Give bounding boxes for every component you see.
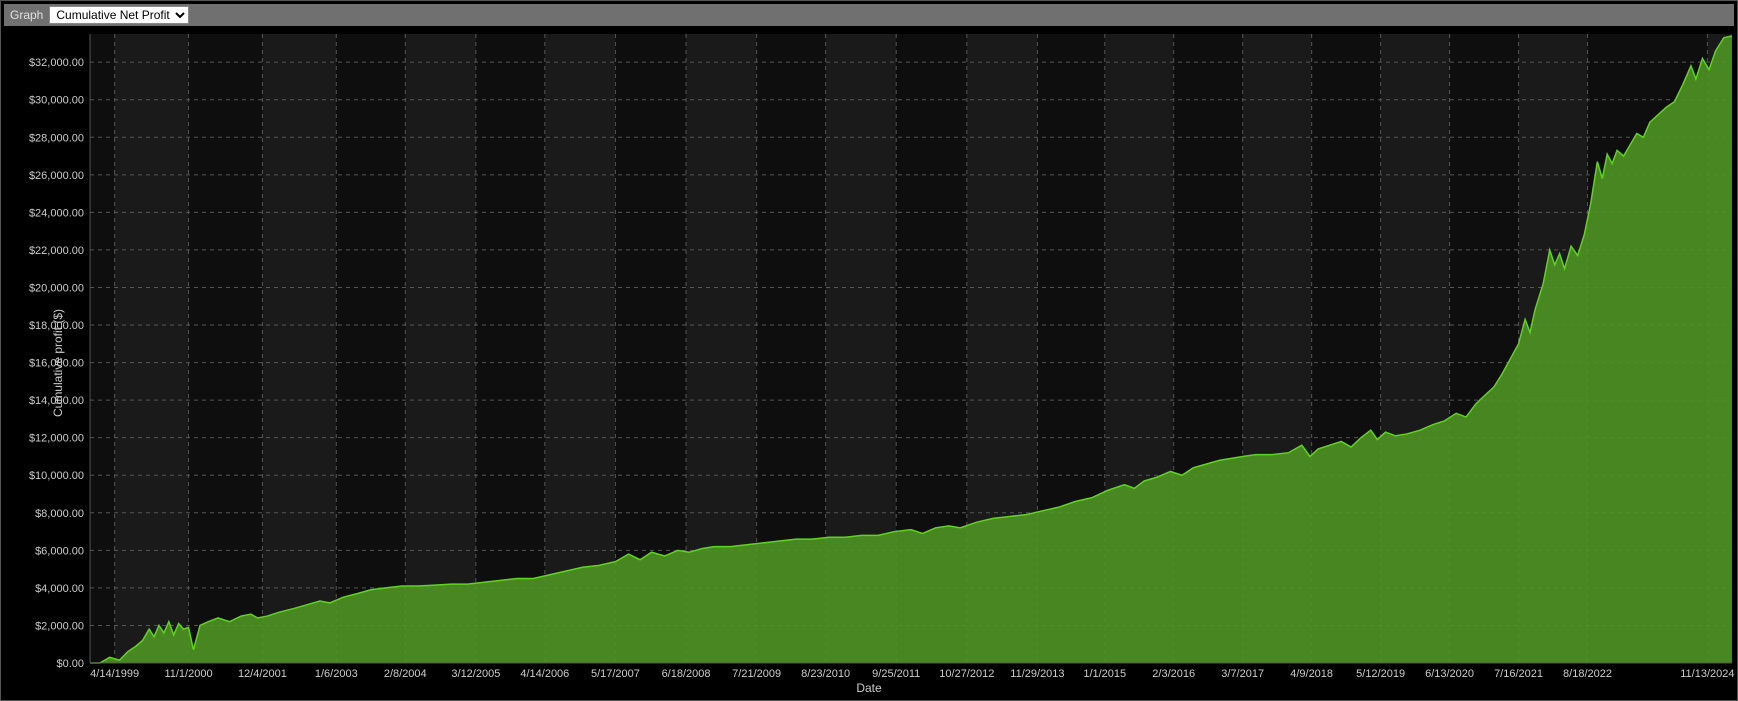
y-tick-label: $4,000.00 [35, 583, 84, 595]
chart-container: Cumulative profit ($) Date $0.00 $2,000.0… [4, 28, 1734, 697]
x-tick-label: 5/12/2019 [1356, 668, 1405, 680]
y-tick-label: $20,000.00 [29, 282, 84, 294]
y-tick-label: $26,000.00 [29, 170, 84, 182]
x-tick-label: 4/9/2018 [1290, 668, 1333, 680]
x-tick-label: 2/3/2016 [1152, 668, 1195, 680]
y-tick-label: $30,000.00 [29, 95, 84, 107]
x-tick-label: 4/14/2006 [520, 668, 569, 680]
x-tick-label: 1/1/2015 [1083, 668, 1126, 680]
x-tick-label: 3/7/2017 [1221, 668, 1264, 680]
y-tick-label: $6,000.00 [35, 545, 84, 557]
profit-area-chart: $0.00 $2,000.00 $4,000.00 $6,000.00 $8,000.0… [4, 28, 1736, 699]
x-tick-label: 3/12/2005 [451, 668, 500, 680]
y-tick-label: $8,000.00 [35, 508, 84, 520]
x-tick-label: 8/23/2010 [801, 668, 850, 680]
x-tick-label: 7/16/2021 [1494, 668, 1543, 680]
x-tick-label: 1/6/2003 [315, 668, 358, 680]
y-tick-label: $28,000.00 [29, 132, 84, 144]
x-tick-label: 7/21/2009 [732, 668, 781, 680]
x-tick-label: 6/18/2008 [662, 668, 711, 680]
x-tick-label: 2/8/2004 [384, 668, 427, 680]
x-tick-label: 11/13/2024 [1680, 668, 1734, 680]
x-tick-label: 9/25/2011 [872, 668, 920, 680]
toolbar-label: Graph [10, 8, 43, 22]
y-tick-label: $10,000.00 [29, 470, 84, 482]
x-tick-label: 8/18/2022 [1563, 668, 1612, 680]
y-axis-label: Cumulative profit ($) [51, 308, 65, 416]
y-tick-label: $32,000.00 [29, 57, 84, 69]
x-tick-label: 11/29/2013 [1010, 668, 1064, 680]
x-tick-label: 6/13/2020 [1425, 668, 1474, 680]
x-tick-label: 5/17/2007 [591, 668, 640, 680]
y-tick-label: $12,000.00 [29, 433, 84, 445]
y-tick-label: $22,000.00 [29, 245, 84, 257]
y-tick-label: $0.00 [56, 658, 84, 670]
y-tick-label: $2,000.00 [35, 620, 84, 632]
y-tick-label: $24,000.00 [29, 207, 84, 219]
chart-toolbar: Graph Cumulative Net Profit [4, 4, 1734, 26]
x-tick-label: 10/27/2012 [939, 668, 994, 680]
x-tick-label: 11/1/2000 [164, 668, 212, 680]
x-axis-label: Date [856, 681, 881, 695]
graph-type-dropdown[interactable]: Cumulative Net Profit [49, 6, 189, 24]
x-tick-label: 4/14/1999 [90, 668, 139, 680]
app-root: Graph Cumulative Net Profit Cumulative p… [0, 0, 1738, 701]
x-tick-label: 12/4/2001 [238, 668, 287, 680]
